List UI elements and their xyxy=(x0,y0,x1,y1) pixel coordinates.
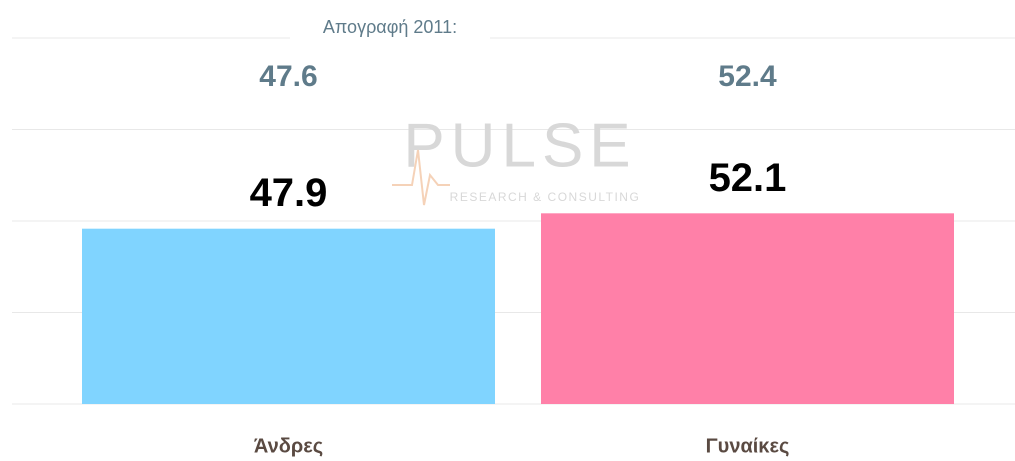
value-label: 47.9 xyxy=(250,171,328,215)
annotation: Απογραφή 2011: xyxy=(323,17,457,37)
value-label: 52.1 xyxy=(709,156,787,200)
annotation-bg xyxy=(290,14,490,42)
bar xyxy=(541,213,954,404)
watermark-pulse xyxy=(392,149,450,206)
census-value: 52.4 xyxy=(718,60,777,93)
x-tick-label: Γυναίκες xyxy=(706,435,790,457)
watermark-tagline: RESEARCH & CONSULTING xyxy=(450,190,641,204)
census-value: 47.6 xyxy=(259,60,317,93)
bar xyxy=(82,228,495,404)
watermark-brand: PULSE xyxy=(403,111,636,180)
x-tick-label: Άνδρες xyxy=(254,435,323,457)
